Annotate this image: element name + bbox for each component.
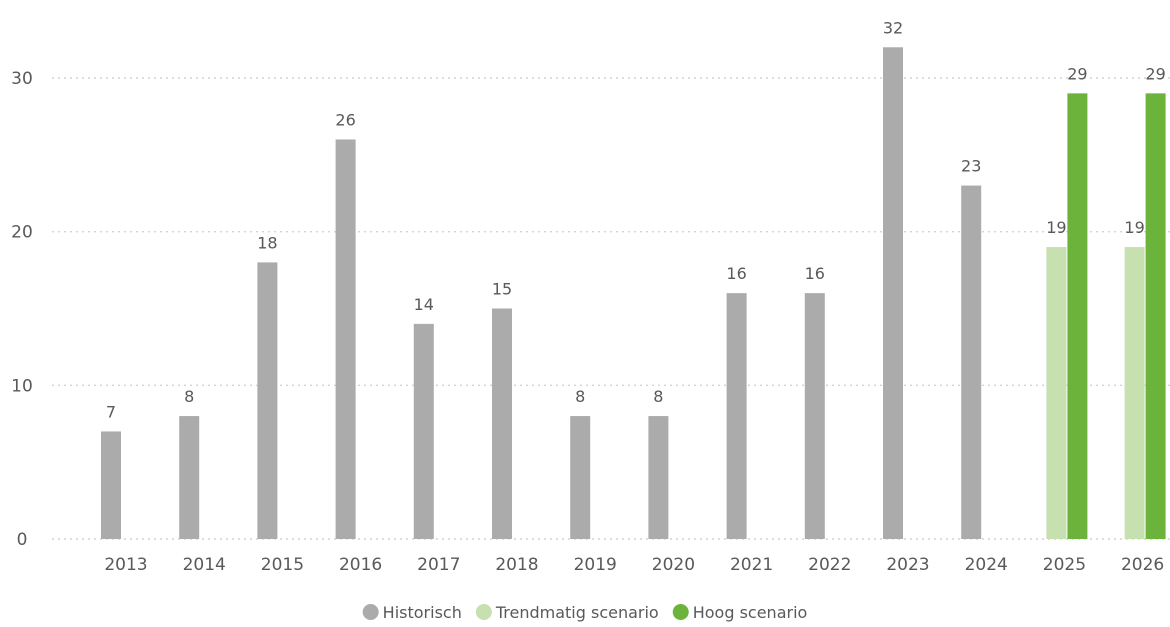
x-tick-label: 2013 bbox=[104, 555, 147, 575]
legend-swatch-hoog-scenario bbox=[672, 604, 689, 620]
bar-2018-historisch bbox=[492, 308, 512, 539]
x-tick-label: 2026 bbox=[1121, 555, 1164, 575]
x-tick-label: 2021 bbox=[730, 555, 773, 575]
x-tick-label: 2024 bbox=[965, 555, 1008, 575]
legend-swatch-historisch bbox=[362, 604, 379, 620]
x-tick-label: 2019 bbox=[574, 555, 617, 575]
data-label: 15 bbox=[492, 280, 512, 299]
data-label: 26 bbox=[335, 110, 355, 129]
gridlines bbox=[52, 77, 1170, 540]
legend-swatch-trendmatig-scenario bbox=[475, 604, 492, 620]
data-label: 32 bbox=[883, 18, 903, 37]
axes: 0 10 20 30 2013 2014 2015 2016 2017 2018 2019 2020 2… bbox=[11, 69, 1164, 575]
data-labels: 7 8 18 26 14 15 8 8 16 16 32 23 19 29 19 29 bbox=[106, 18, 1166, 421]
bar-2014-historisch bbox=[179, 416, 200, 539]
legend-label-trendmatig-scenario: Trendmatig scenario bbox=[495, 603, 659, 622]
bar-2026-trendmatig-scenario bbox=[1124, 247, 1145, 540]
data-label: 8 bbox=[575, 387, 585, 406]
data-label: 23 bbox=[961, 157, 981, 176]
x-tick-label: 2018 bbox=[495, 555, 538, 575]
bar-2021-historisch bbox=[726, 293, 747, 539]
data-label: 7 bbox=[106, 402, 116, 421]
bar-2016-historisch bbox=[335, 139, 356, 539]
data-label: 29 bbox=[1145, 64, 1165, 83]
legend-label-hoog-scenario: Hoog scenario bbox=[693, 603, 808, 622]
y-tick-label: 20 bbox=[11, 223, 33, 243]
bar-2023-historisch bbox=[883, 47, 903, 540]
x-tick-label: 2016 bbox=[339, 555, 382, 575]
bars bbox=[101, 47, 1166, 540]
legend: Historisch Trendmatig scenario Hoog scenar… bbox=[362, 603, 808, 622]
bar-2017-historisch bbox=[413, 323, 434, 539]
data-label: 29 bbox=[1067, 64, 1087, 83]
x-tick-label: 2025 bbox=[1043, 555, 1086, 575]
data-label: 19 bbox=[1046, 218, 1066, 237]
x-tick-label: 2014 bbox=[183, 555, 226, 575]
x-tick-label: 2022 bbox=[808, 555, 851, 575]
x-tick-label: 2023 bbox=[886, 555, 929, 575]
bar-2022-historisch bbox=[804, 293, 825, 539]
bar-2015-historisch bbox=[257, 262, 278, 539]
bar-2020-historisch bbox=[648, 416, 669, 539]
y-tick-label: 0 bbox=[17, 530, 28, 550]
bar-2024-historisch bbox=[961, 185, 982, 540]
y-tick-label: 10 bbox=[11, 376, 33, 396]
data-label: 19 bbox=[1124, 218, 1144, 237]
bar-2013-historisch bbox=[101, 431, 121, 539]
bar-2025-trendmatig-scenario bbox=[1046, 247, 1067, 540]
x-tick-label: 2020 bbox=[652, 555, 695, 575]
data-label: 16 bbox=[805, 264, 825, 283]
data-label: 8 bbox=[184, 387, 194, 406]
bar-2025-hoog-scenario bbox=[1067, 93, 1088, 539]
x-tick-label: 2015 bbox=[261, 555, 304, 575]
data-label: 16 bbox=[726, 264, 746, 283]
y-tick-label: 30 bbox=[11, 69, 33, 89]
data-label: 18 bbox=[257, 233, 277, 252]
x-tick-label: 2017 bbox=[417, 555, 460, 575]
legend-label-historisch: Historisch bbox=[383, 603, 462, 622]
data-label: 14 bbox=[414, 295, 434, 314]
bar-2026-hoog-scenario bbox=[1145, 93, 1166, 539]
bar-2019-historisch bbox=[570, 416, 591, 539]
data-label: 8 bbox=[653, 387, 663, 406]
